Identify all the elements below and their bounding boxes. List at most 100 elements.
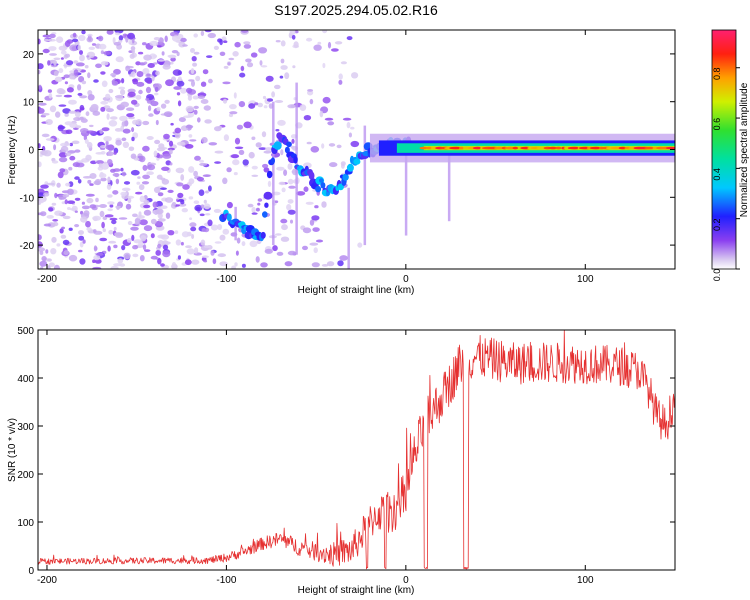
noise-speckle [74, 197, 81, 201]
noise-speckle [302, 245, 308, 251]
noise-speckle [105, 108, 114, 113]
noise-speckle [107, 201, 115, 205]
noise-speckle [287, 178, 294, 185]
noise-speckle [235, 250, 239, 256]
noise-speckle [189, 222, 197, 228]
noise-speckle [120, 89, 126, 96]
noise-speckle [68, 254, 78, 262]
noise-speckle [151, 75, 155, 82]
noise-speckle [143, 204, 151, 209]
noise-speckle [52, 221, 59, 227]
noise-speckle [167, 189, 174, 193]
noise-speckle [135, 94, 142, 100]
noise-speckle [350, 140, 360, 148]
noise-speckle [105, 93, 111, 99]
noise-speckle [278, 181, 286, 186]
noise-speckle [107, 159, 113, 165]
noise-speckle [111, 80, 119, 86]
faint-streak [272, 101, 275, 246]
noise-speckle [204, 213, 211, 216]
noise-speckle [204, 30, 212, 33]
noise-speckle [177, 192, 184, 198]
noise-speckle [193, 105, 199, 109]
noise-speckle [338, 79, 343, 85]
noise-speckle [157, 243, 162, 249]
noise-speckle [62, 108, 71, 114]
noise-speckle [262, 95, 267, 100]
noise-speckle [312, 227, 320, 233]
noise-speckle [162, 64, 171, 70]
y-tick-label: -10 [20, 193, 35, 204]
noise-speckle [317, 41, 322, 45]
noise-speckle [141, 181, 150, 185]
noise-speckle [81, 80, 87, 85]
noise-speckle [69, 208, 77, 211]
noise-speckle [251, 206, 256, 213]
noise-speckle [157, 218, 166, 222]
noise-speckle [74, 176, 80, 180]
noise-speckle [229, 111, 238, 115]
noise-speckle [86, 227, 92, 232]
noise-speckle [232, 51, 239, 57]
colorbar-label: Normalized spectral amplitude [739, 82, 750, 217]
noise-speckle [138, 184, 145, 191]
noise-speckle [89, 124, 94, 128]
noise-speckle [142, 145, 150, 152]
noise-speckle [87, 94, 95, 101]
noise-speckle [108, 120, 118, 127]
noise-speckle [96, 252, 104, 256]
noise-speckle [299, 104, 307, 111]
noise-speckle [136, 181, 141, 185]
noise-speckle [66, 200, 76, 204]
noise-speckle [193, 33, 198, 38]
noise-speckle [48, 93, 53, 99]
noise-speckle [274, 84, 281, 90]
noise-speckle [54, 192, 58, 199]
noise-speckle [142, 42, 147, 46]
noise-speckle [185, 245, 192, 249]
noise-speckle [219, 261, 228, 267]
x-tick-label: 100 [577, 274, 594, 285]
noise-speckle [180, 200, 185, 205]
noise-speckle [203, 203, 211, 210]
noise-speckle [176, 92, 181, 96]
noise-speckle [93, 254, 101, 261]
noise-speckle [281, 224, 288, 231]
noise-speckle [202, 69, 209, 75]
noise-speckle [93, 79, 99, 83]
noise-speckle [219, 39, 223, 46]
noise-speckle [177, 255, 181, 260]
noise-speckle [100, 50, 104, 55]
noise-speckle [68, 166, 73, 171]
noise-speckle [284, 261, 293, 267]
noise-speckle [200, 81, 207, 87]
ridge-blob [260, 231, 266, 239]
noise-speckle [182, 44, 188, 47]
noise-speckle [321, 201, 327, 208]
noise-speckle [188, 178, 195, 185]
noise-speckle [222, 98, 228, 104]
band-peak [590, 146, 602, 150]
noise-speckle [97, 35, 104, 42]
noise-speckle [96, 160, 104, 165]
noise-speckle [305, 201, 314, 205]
noise-speckle [86, 197, 94, 204]
noise-speckle [164, 35, 168, 43]
noise-speckle [190, 68, 195, 74]
noise-speckle [280, 65, 288, 70]
noise-speckle [120, 101, 129, 108]
noise-speckle [45, 249, 49, 254]
noise-speckle [348, 132, 352, 138]
noise-speckle [287, 209, 296, 215]
noise-speckle [243, 121, 252, 129]
noise-speckle [69, 44, 78, 52]
figure-title: S197.2025.294.05.02.R16 [274, 2, 438, 18]
noise-speckle [56, 36, 64, 43]
noise-speckle [138, 51, 144, 55]
noise-speckle [306, 141, 312, 145]
noise-speckle [322, 30, 328, 34]
noise-speckle [223, 134, 229, 142]
noise-speckle [157, 258, 162, 265]
x-tick-label: 0 [403, 274, 409, 285]
noise-speckle [132, 253, 139, 258]
